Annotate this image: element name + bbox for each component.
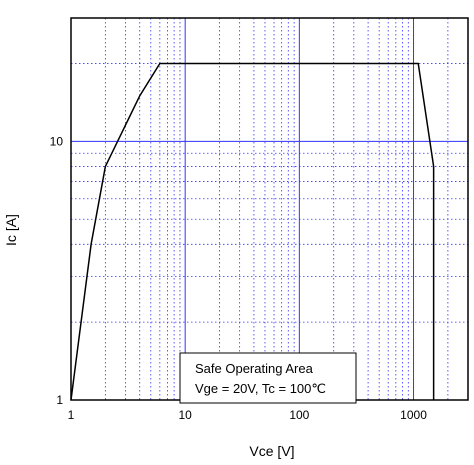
x-tick-label: 1 [68,408,75,422]
annotation-line-2: Vge = 20V, Tc = 100℃ [195,381,326,396]
y-axis-label: Ic [A] [3,214,19,246]
y-tick-label: 1 [56,393,63,407]
x-tick-label: 100 [289,408,309,422]
x-tick-label: 10 [178,408,192,422]
major-grid [71,18,468,400]
annotation-box: Safe Operating Area Vge = 20V, Tc = 100℃ [179,352,357,404]
minor-grid [71,18,468,400]
soa-boundary-line-0 [70,62,435,401]
y-tick-label: 10 [50,134,64,148]
x-axis-label: Vce [V] [249,443,294,459]
x-tick-label: 1000 [400,408,427,422]
annotation-line-1: Safe Operating Area [195,361,314,376]
x-tick-labels: 1 10 100 1000 [68,408,428,422]
y-tick-labels: 1 10 [50,134,64,407]
series-layer [70,62,435,401]
